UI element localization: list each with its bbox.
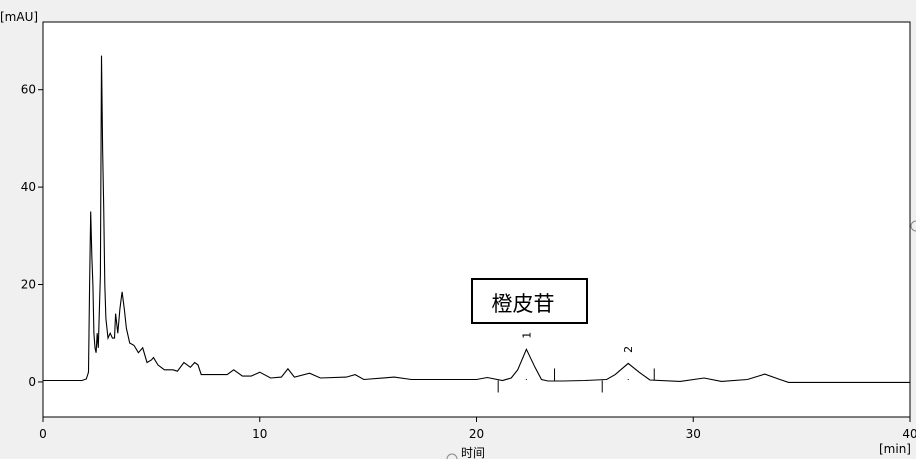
- x-tick-label: 10: [252, 427, 267, 441]
- resize-handle-bottom[interactable]: [446, 453, 458, 459]
- peak-label: 2: [622, 346, 635, 353]
- x-tick-label: 40: [902, 427, 916, 441]
- peak-label: 1: [520, 332, 533, 339]
- annotation-box: [471, 278, 588, 324]
- x-tick-label: 0: [39, 427, 47, 441]
- y-tick-label: 60: [21, 83, 36, 97]
- y-tick-label: 0: [28, 375, 36, 389]
- x-axis-label: 时间: [461, 446, 485, 459]
- x-unit-label: [min]: [879, 442, 911, 456]
- annotation-text: 橙皮苷: [492, 292, 555, 316]
- y-tick-label: 40: [21, 180, 36, 194]
- resize-handle-right[interactable]: [910, 220, 916, 232]
- x-tick-label: 30: [686, 427, 701, 441]
- y-tick-label: 20: [21, 278, 36, 292]
- plot-area: [42, 21, 911, 418]
- x-tick-label: 20: [469, 427, 484, 441]
- chromatogram-trace: [43, 55, 910, 383]
- y-unit-label: [mAU]: [0, 10, 38, 24]
